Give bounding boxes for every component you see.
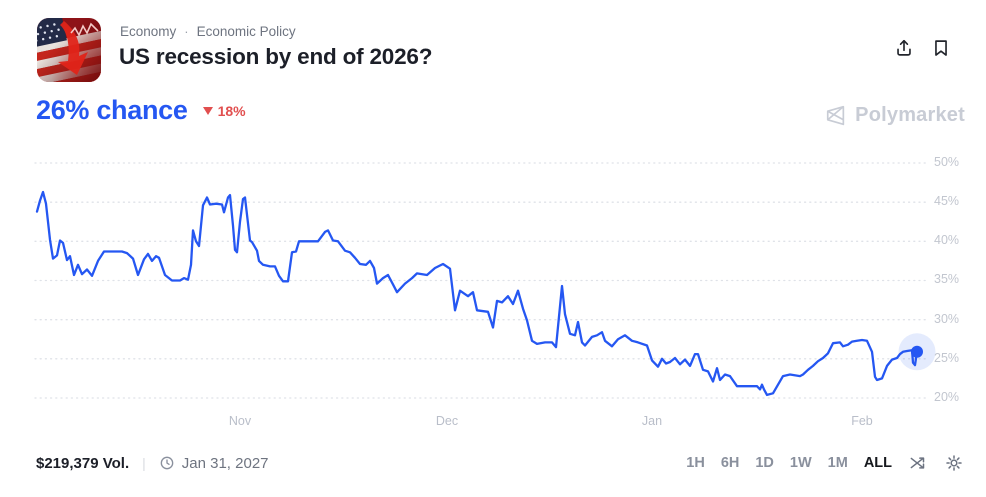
probability-line (35, 190, 919, 397)
range-button-6h[interactable]: 6H (720, 455, 740, 471)
y-axis-label: 30% (934, 311, 960, 326)
x-axis-label: Dec (435, 414, 459, 428)
range-button-1h[interactable]: 1H (686, 455, 705, 471)
polymarket-logo-icon (827, 105, 845, 126)
change-value: 18% (217, 102, 246, 119)
brand-watermark-label: Polymarket (855, 104, 965, 126)
y-axis-label: 45% (934, 194, 960, 209)
breadcrumb-subcategory[interactable]: Economic Policy (196, 24, 296, 39)
market-thumbnail (37, 18, 101, 82)
page-title: US recession by end of 2026? (119, 44, 433, 69)
volume-label: $219,379 Vol. (36, 454, 130, 472)
footer-divider: | (142, 455, 146, 471)
range-buttons: 1H 6H 1D 1W 1M ALL (686, 455, 892, 471)
share-icon[interactable] (893, 37, 915, 59)
range-button-1d[interactable]: 1D (755, 455, 774, 471)
y-axis-label: 35% (934, 272, 960, 287)
us-flag-crash-image (37, 18, 101, 82)
range-button-1m[interactable]: 1M (827, 455, 848, 471)
breadcrumb: Economy · Economic Policy (120, 24, 296, 39)
range-button-all[interactable]: ALL (863, 455, 892, 471)
change-indicator: 18% (202, 102, 246, 119)
end-date-label: Jan 31, 2027 (181, 454, 269, 472)
chance-value: 26% chance (36, 95, 188, 125)
breadcrumb-separator: · (184, 24, 189, 39)
endpoint-dot (911, 345, 923, 358)
y-axis-label: 50% (934, 155, 960, 169)
chart-controls: 1H 6H 1D 1W 1M ALL (686, 452, 964, 474)
settings-gear-icon[interactable] (944, 453, 964, 473)
shuffle-icon[interactable] (908, 453, 928, 473)
y-axis-label: 40% (934, 233, 960, 248)
x-axis-label: Feb (851, 414, 873, 428)
brand-watermark: Polymarket (822, 103, 965, 128)
clock-icon (160, 456, 174, 470)
breadcrumb-category[interactable]: Economy (120, 24, 177, 39)
x-axis-label: Nov (228, 414, 252, 428)
bookmark-icon[interactable] (930, 37, 952, 59)
footer-info: $219,379 Vol. | Jan 31, 2027 (36, 452, 269, 474)
x-axis-label: Jan (641, 414, 663, 428)
range-button-1w[interactable]: 1W (789, 455, 812, 471)
y-axis-label: 20% (934, 389, 960, 404)
price-row: 26% chance 18% (36, 95, 246, 126)
header-actions (893, 37, 952, 59)
triangle-down-icon (202, 106, 213, 115)
y-axis-label: 25% (934, 350, 960, 365)
